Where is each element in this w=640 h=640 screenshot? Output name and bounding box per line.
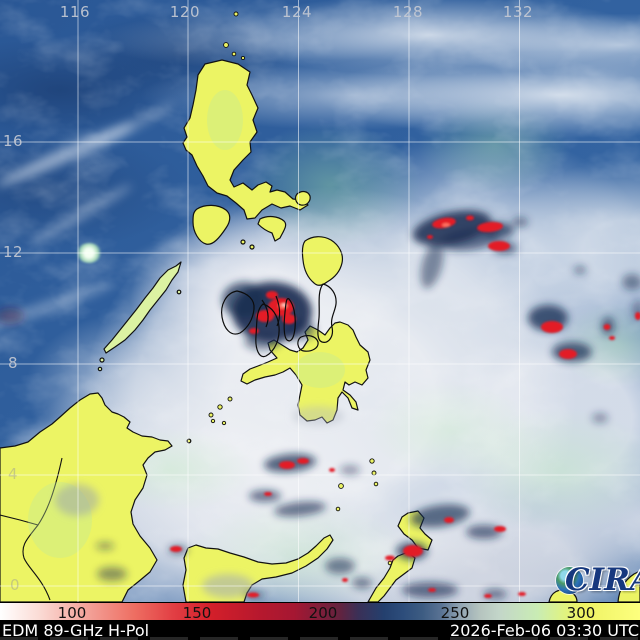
panay-outline	[221, 290, 255, 335]
lon-label-124: 124	[281, 3, 313, 21]
cira-logo: CIRA	[552, 560, 640, 602]
leyte-outline	[317, 283, 337, 343]
lat-label-8: 8	[8, 354, 19, 372]
lat-label-4: 4	[8, 465, 19, 483]
samar-island	[301, 236, 344, 286]
storm-coastline-contours	[221, 283, 337, 358]
sulu-islets	[208, 396, 233, 426]
luzon-island	[182, 59, 309, 220]
cira-logo-text: CIRA	[565, 562, 640, 598]
cebu-outline	[283, 298, 296, 342]
colorbar-tick-150: 150	[182, 604, 212, 622]
colorbar-tick-100: 100	[57, 604, 87, 622]
palawan-island	[103, 261, 182, 354]
convection-red	[170, 215, 640, 598]
lat-label-16: 16	[3, 132, 24, 150]
colorbar-tick-200: 200	[308, 604, 338, 622]
lon-label-128: 128	[392, 3, 424, 21]
product-label: EDM 89-GHz H-Pol	[2, 621, 150, 640]
bottom-edge-artifact	[0, 637, 640, 640]
borneo-border2	[0, 514, 39, 526]
catanduanes-island	[295, 190, 311, 206]
globe-icon	[556, 567, 583, 594]
colorbar-tick-300: 300	[566, 604, 596, 622]
annotation-bar: EDM 89-GHz H-Pol 2026-Feb-06 03:30 UTC	[0, 620, 640, 640]
bohol-outline	[297, 335, 319, 352]
map-overlay	[0, 0, 640, 602]
moluccas-islets	[335, 458, 393, 566]
mindoro-island	[192, 204, 231, 245]
lat-label-12: 12	[3, 243, 24, 261]
negros-outline	[255, 303, 280, 358]
microwave-map-canvas: 116 120 124 128 132 16 12 8 4 0	[0, 0, 640, 602]
borneo-border	[22, 457, 63, 601]
colorbar-tick-250: 250	[440, 604, 470, 622]
masbate-island	[257, 215, 287, 242]
halmahera-lobe	[367, 551, 416, 602]
lat-label-0: 0	[10, 576, 21, 594]
lon-label-132: 132	[502, 3, 534, 21]
lon-label-116: 116	[59, 3, 91, 21]
batanes-islets	[223, 11, 246, 61]
timestamp-label: 2026-Feb-06 03:30 UTC	[450, 621, 639, 640]
lon-label-120: 120	[169, 3, 201, 21]
brightness-temperature-colorbar: 100 150 200 250 300	[0, 602, 640, 622]
